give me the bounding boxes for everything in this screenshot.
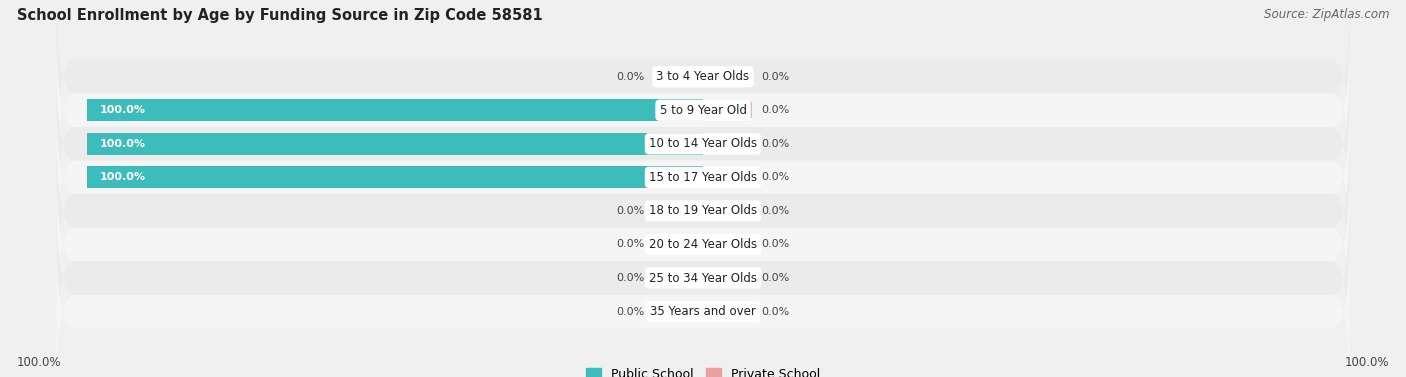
Text: 0.0%: 0.0% bbox=[762, 206, 790, 216]
FancyBboxPatch shape bbox=[56, 26, 1350, 194]
FancyBboxPatch shape bbox=[56, 127, 1350, 295]
Text: 0.0%: 0.0% bbox=[616, 72, 644, 82]
Text: 5 to 9 Year Old: 5 to 9 Year Old bbox=[659, 104, 747, 117]
Bar bbox=[87, 100, 703, 121]
Text: 0.0%: 0.0% bbox=[762, 72, 790, 82]
Text: 25 to 34 Year Olds: 25 to 34 Year Olds bbox=[650, 271, 756, 285]
Text: 10 to 14 Year Olds: 10 to 14 Year Olds bbox=[650, 137, 756, 150]
Bar bbox=[703, 270, 752, 286]
FancyBboxPatch shape bbox=[56, 60, 1350, 228]
Text: 3 to 4 Year Olds: 3 to 4 Year Olds bbox=[657, 70, 749, 83]
Text: 0.0%: 0.0% bbox=[616, 206, 644, 216]
Text: 100.0%: 100.0% bbox=[100, 139, 145, 149]
Text: 0.0%: 0.0% bbox=[616, 307, 644, 317]
Text: 15 to 17 Year Olds: 15 to 17 Year Olds bbox=[650, 171, 756, 184]
Bar bbox=[654, 236, 703, 253]
Bar bbox=[703, 102, 752, 118]
Bar bbox=[654, 203, 703, 219]
Text: 0.0%: 0.0% bbox=[762, 139, 790, 149]
Text: 100.0%: 100.0% bbox=[100, 105, 145, 115]
Text: 100.0%: 100.0% bbox=[1344, 357, 1389, 369]
Bar bbox=[654, 69, 703, 85]
Text: 0.0%: 0.0% bbox=[762, 307, 790, 317]
Text: 0.0%: 0.0% bbox=[762, 172, 790, 182]
Text: School Enrollment by Age by Funding Source in Zip Code 58581: School Enrollment by Age by Funding Sour… bbox=[17, 8, 543, 23]
Bar bbox=[703, 236, 752, 253]
Text: 0.0%: 0.0% bbox=[616, 239, 644, 250]
Bar bbox=[654, 270, 703, 286]
Bar bbox=[703, 169, 752, 185]
Text: 0.0%: 0.0% bbox=[762, 273, 790, 283]
FancyBboxPatch shape bbox=[56, 194, 1350, 362]
Text: 0.0%: 0.0% bbox=[762, 105, 790, 115]
Bar bbox=[703, 203, 752, 219]
FancyBboxPatch shape bbox=[56, 93, 1350, 261]
Text: 100.0%: 100.0% bbox=[17, 357, 62, 369]
FancyBboxPatch shape bbox=[56, 0, 1350, 161]
Bar bbox=[703, 136, 752, 152]
Text: 0.0%: 0.0% bbox=[762, 239, 790, 250]
Text: 35 Years and over: 35 Years and over bbox=[650, 305, 756, 318]
Text: 18 to 19 Year Olds: 18 to 19 Year Olds bbox=[650, 204, 756, 218]
Legend: Public School, Private School: Public School, Private School bbox=[581, 363, 825, 377]
Bar bbox=[654, 303, 703, 320]
FancyBboxPatch shape bbox=[56, 228, 1350, 377]
Text: 20 to 24 Year Olds: 20 to 24 Year Olds bbox=[650, 238, 756, 251]
Bar bbox=[703, 303, 752, 320]
FancyBboxPatch shape bbox=[56, 161, 1350, 328]
Text: Source: ZipAtlas.com: Source: ZipAtlas.com bbox=[1264, 8, 1389, 20]
Bar bbox=[703, 69, 752, 85]
Bar bbox=[87, 133, 703, 155]
Text: 0.0%: 0.0% bbox=[616, 273, 644, 283]
Text: 100.0%: 100.0% bbox=[100, 172, 145, 182]
Bar bbox=[87, 167, 703, 188]
